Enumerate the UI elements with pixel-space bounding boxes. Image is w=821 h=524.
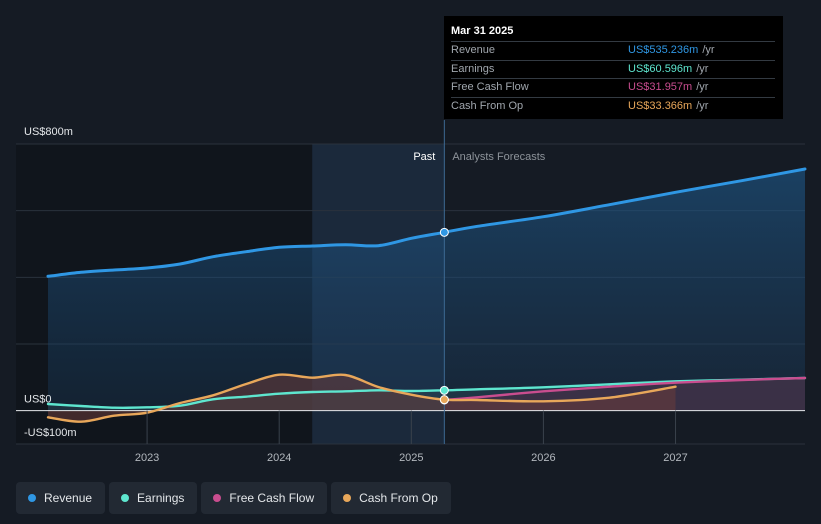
x-axis-label: 2023 <box>135 452 159 464</box>
tooltip-unit: /yr <box>696 81 709 93</box>
tooltip-row-fcf: Free Cash Flow US$31.957m /yr <box>451 78 775 97</box>
legend-item-cfo[interactable]: Cash From Op <box>331 482 451 514</box>
tooltip-unit: /yr <box>702 44 715 56</box>
y-axis-label: US$0 <box>24 394 52 406</box>
tooltip-row-earnings: Earnings US$60.596m /yr <box>451 59 775 79</box>
legend-item-earnings[interactable]: Earnings <box>109 482 198 514</box>
area-revenue <box>48 169 805 411</box>
legend-label: Earnings <box>137 491 185 505</box>
line-fcf <box>443 376 807 402</box>
tooltip-row-cfo: Cash From Op US$33.366m /yr <box>451 96 775 116</box>
y-axis-label: -US$100m <box>24 427 77 439</box>
y-axis-label: US$800m <box>24 126 73 138</box>
x-axis-label: 2027 <box>663 452 687 464</box>
tooltip-value: US$31.957m <box>628 81 693 93</box>
x-axis-label: 2025 <box>399 452 423 464</box>
tooltip: Mar 31 2025 Revenue US$535.236m /yr Earn… <box>444 16 783 119</box>
marker-earnings <box>439 385 449 395</box>
past-label: Past <box>413 151 435 163</box>
x-axis-label: 2024 <box>267 452 291 464</box>
tooltip-date: Mar 31 2025 <box>451 25 514 37</box>
legend-dot-icon <box>121 494 130 502</box>
legend-label: Revenue <box>44 491 93 505</box>
tooltip-row-revenue: Revenue US$535.236m /yr <box>451 41 775 60</box>
forecast-label: Analysts Forecasts <box>452 151 545 163</box>
marker-revenue <box>439 227 449 237</box>
legend-item-revenue[interactable]: Revenue <box>16 482 106 514</box>
tooltip-label: Revenue <box>451 44 496 56</box>
tooltip-label: Earnings <box>451 62 495 75</box>
legend-dot-icon <box>343 494 352 502</box>
tooltip-label: Free Cash Flow <box>451 81 529 93</box>
tooltip-unit: /yr <box>696 62 709 75</box>
line-cfo <box>46 373 677 423</box>
legend-label: Free Cash Flow <box>229 491 315 505</box>
series-lines <box>46 167 807 423</box>
legend-label: Cash From Op <box>359 491 438 505</box>
line-earnings <box>46 376 807 409</box>
line-revenue <box>46 167 807 278</box>
legend-dot-icon <box>213 494 222 502</box>
tooltip-value: US$33.366m <box>628 99 693 112</box>
x-axis-labels: 2023 2024 2025 2026 2027 <box>135 410 688 464</box>
tooltip-value: US$60.596m <box>628 62 693 75</box>
marker-cfo <box>439 395 449 405</box>
area-cfo <box>48 374 676 422</box>
tooltip-label: Cash From Op <box>451 99 524 112</box>
legend: Revenue Earnings Free Cash Flow Cash Fro… <box>16 482 451 514</box>
tooltip-unit: /yr <box>696 99 709 112</box>
x-axis-label: 2026 <box>531 452 555 464</box>
tooltip-value: US$535.236m <box>628 44 699 56</box>
legend-dot-icon <box>28 494 36 502</box>
series-markers <box>439 227 449 405</box>
legend-item-fcf[interactable]: Free Cash Flow <box>201 482 328 514</box>
y-axis-labels: US$800m US$0 -US$100m <box>24 126 77 439</box>
